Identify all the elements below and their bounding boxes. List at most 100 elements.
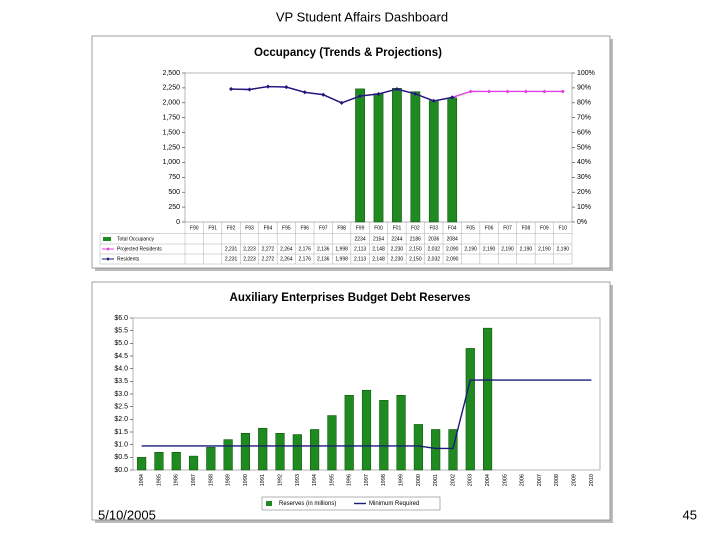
y-tick-label: 2,250 (162, 85, 180, 92)
table-cell: 2,150 (409, 246, 422, 252)
y2-tick-label: 60% (577, 129, 591, 136)
x-tick-label: 1991 (260, 474, 266, 486)
x-tick-label: F02 (411, 225, 420, 231)
table-cell: 2,176 (299, 256, 312, 262)
chart-title: Occupancy (Trends & Projections) (254, 47, 442, 59)
bar (447, 97, 458, 223)
table-cell: 2036 (428, 236, 439, 242)
y-tick-label: $3.0 (114, 391, 128, 398)
table-cell: 2,190 (538, 246, 551, 252)
table-cell: 1,998 (335, 256, 348, 262)
table-cell: 2,190 (464, 246, 477, 252)
bar (361, 389, 372, 471)
x-tick-label: 2002 (450, 474, 456, 486)
table-cell: 2,190 (557, 246, 570, 252)
x-tick-label: 2000 (416, 474, 422, 486)
y-tick-label: $3.5 (114, 378, 128, 385)
table-cell: 2,230 (391, 256, 404, 262)
table-cell: 2,190 (483, 246, 496, 252)
table-cell: 2,231 (225, 256, 238, 262)
y-tick-label: 1,250 (162, 144, 180, 151)
bar (413, 424, 423, 471)
x-tick-label: F98 (337, 225, 346, 231)
table-cell: 2,190 (501, 246, 514, 252)
line-marker (247, 87, 252, 92)
x-tick-label: 1987 (191, 474, 197, 486)
line-marker (413, 91, 418, 96)
table-cell: 2234 (355, 236, 366, 242)
line-marker (376, 91, 381, 96)
x-tick-label: 1984 (139, 474, 145, 486)
table-cell: 2,148 (372, 256, 385, 262)
x-tick-label: F08 (522, 225, 531, 231)
table-cell: 2,272 (262, 246, 275, 252)
y-tick-label: $4.0 (114, 366, 128, 373)
line (141, 379, 592, 450)
x-tick-label: 2005 (502, 474, 508, 486)
y-tick-label: $5.5 (114, 328, 128, 335)
table-cell: 2,136 (317, 256, 330, 262)
line-marker (505, 89, 510, 94)
table-cell: 2,230 (391, 246, 404, 252)
bar (410, 91, 421, 223)
x-tick-label: F07 (503, 225, 512, 231)
x-tick-label: 2010 (589, 474, 595, 486)
x-tick-label: 1999 (399, 474, 405, 486)
bar (292, 434, 302, 471)
line-marker (265, 84, 270, 89)
x-tick-label: 2008 (554, 474, 560, 486)
x-tick-label: F10 (558, 225, 567, 231)
x-tick-label: F00 (374, 225, 383, 231)
x-tick-label: 1990 (243, 474, 249, 486)
y-tick-label: $1.0 (114, 442, 128, 449)
slide-title: VP Student Affairs Dashboard (276, 9, 448, 24)
table-cell: 2,090 (446, 246, 459, 252)
x-tick-label: 1988 (208, 474, 214, 486)
line-marker (450, 95, 455, 100)
y2-tick-label: 0% (577, 219, 587, 226)
line-marker (542, 89, 547, 94)
bar (373, 93, 384, 223)
table-cell: 2154 (373, 236, 384, 242)
x-tick-label: 1989 (226, 474, 232, 486)
legend-key (103, 237, 111, 241)
x-tick-label: 2007 (537, 474, 543, 486)
x-tick-label: F06 (485, 225, 494, 231)
legend-key (106, 257, 110, 261)
bar (355, 88, 365, 223)
table-cell: 2,223 (243, 256, 256, 262)
x-tick-label: 1997 (364, 474, 370, 486)
legend-key (266, 501, 272, 506)
line-marker (302, 90, 307, 95)
bar (465, 348, 475, 471)
page-number: 45 (683, 507, 697, 522)
x-tick-label: 2006 (520, 474, 526, 486)
y-tick-label: 750 (168, 174, 180, 181)
x-tick-label: F90 (190, 225, 199, 231)
bar (223, 439, 233, 471)
x-tick-label: F94 (264, 225, 273, 231)
y-tick-label: $6.0 (114, 315, 128, 322)
table-cell: 2,148 (372, 246, 385, 252)
x-tick-label: 1998 (381, 474, 387, 486)
table-cell: 2,264 (280, 246, 293, 252)
table-cell: 2,231 (225, 246, 238, 252)
x-tick-label: 2004 (485, 474, 491, 486)
table-cell: 2,136 (317, 246, 330, 252)
bar (310, 429, 320, 471)
y2-tick-label: 80% (577, 100, 591, 107)
y-tick-label: 0 (176, 219, 180, 226)
table-cell: 2,032 (428, 256, 441, 262)
x-tick-label: 2001 (433, 474, 439, 486)
bar (428, 100, 439, 223)
x-tick-label: F92 (227, 225, 236, 231)
bar (448, 429, 458, 471)
x-tick-label: F95 (282, 225, 291, 231)
legend-label: Total Occupancy (117, 236, 154, 242)
table-cell: 1,998 (335, 246, 348, 252)
y-tick-label: $4.5 (114, 353, 128, 360)
y-tick-label: 250 (168, 204, 180, 211)
x-tick-label: 2009 (572, 474, 578, 486)
y2-tick-label: 100% (577, 70, 595, 77)
